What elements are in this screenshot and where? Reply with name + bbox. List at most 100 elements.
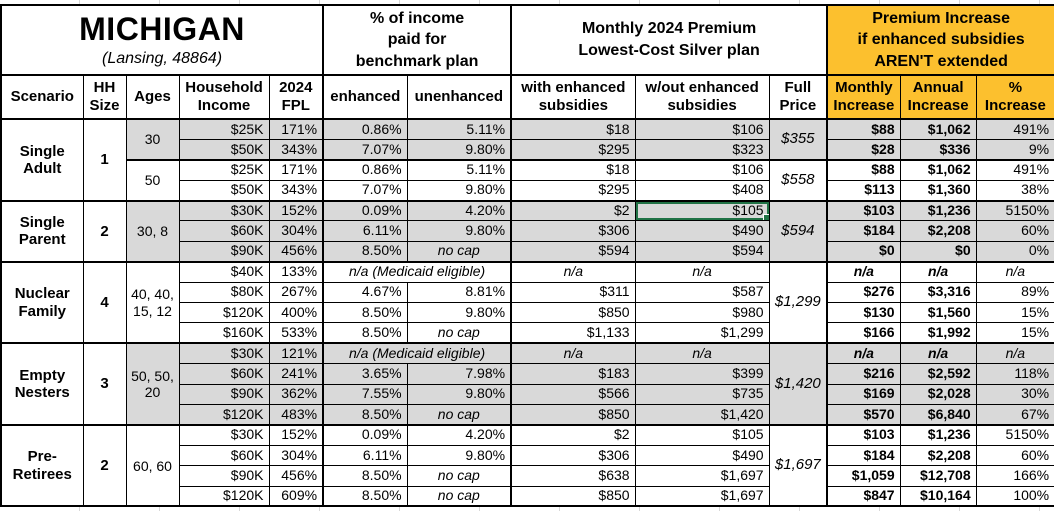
header-monthly-increase[interactable]: Monthly Increase: [826, 74, 901, 120]
cell-fpl[interactable]: 343%: [268, 138, 324, 161]
cell-pct-increase[interactable]: n/a: [975, 260, 1054, 283]
cell-unenhanced[interactable]: 9.80%: [406, 138, 512, 161]
cell-income[interactable]: $80K: [178, 281, 270, 304]
cell-scenario[interactable]: Single Parent: [0, 199, 84, 263]
header-scenario[interactable]: Scenario: [0, 74, 84, 120]
cell-fpl[interactable]: 343%: [268, 179, 324, 202]
cell-enhanced[interactable]: 7.07%: [322, 138, 408, 161]
cell-annual-increase[interactable]: $1,236: [899, 199, 977, 222]
cell-without-subsidies[interactable]: $490: [634, 220, 770, 242]
cell-with-subsidies[interactable]: n/a: [510, 260, 636, 283]
cell-monthly-increase[interactable]: n/a: [826, 342, 901, 365]
cell-income[interactable]: $60K: [178, 363, 270, 385]
cell-annual-increase[interactable]: $1,236: [899, 423, 977, 446]
cell-fpl[interactable]: 171%: [268, 158, 324, 181]
cell-pct-increase[interactable]: 5150%: [975, 423, 1054, 446]
cell-with-subsidies[interactable]: $850: [510, 403, 636, 426]
cell-without-subsidies[interactable]: $1,299: [634, 322, 770, 344]
cell-monthly-increase[interactable]: $103: [826, 423, 901, 446]
cell-fpl[interactable]: 456%: [268, 465, 324, 487]
cell-without-subsidies[interactable]: $1,420: [634, 403, 770, 426]
cell-annual-increase[interactable]: $1,360: [899, 179, 977, 202]
cell-unenhanced[interactable]: 9.80%: [406, 383, 512, 405]
cell-medicaid-na[interactable]: n/a (Medicaid eligible): [322, 342, 512, 365]
cell-fpl[interactable]: 133%: [268, 260, 324, 283]
cell-annual-increase[interactable]: $2,208: [899, 220, 977, 242]
header-ages[interactable]: Ages: [125, 74, 180, 120]
cell-enhanced[interactable]: 8.50%: [322, 302, 408, 324]
cell-income[interactable]: $120K: [178, 302, 270, 324]
cell-annual-increase[interactable]: $12,708: [899, 465, 977, 487]
cell-with-subsidies[interactable]: $850: [510, 302, 636, 324]
cell-fpl[interactable]: 152%: [268, 423, 324, 446]
cell-medicaid-na[interactable]: n/a (Medicaid eligible): [322, 260, 512, 283]
cell-with-subsidies[interactable]: $295: [510, 138, 636, 161]
cell-monthly-increase[interactable]: $166: [826, 322, 901, 344]
cell-with-subsidies[interactable]: $566: [510, 383, 636, 405]
cell-monthly-increase[interactable]: n/a: [826, 260, 901, 283]
cell-income[interactable]: $40K: [178, 260, 270, 283]
cell-income[interactable]: $90K: [178, 240, 270, 263]
cell-pct-increase[interactable]: 118%: [975, 363, 1054, 385]
cell-monthly-increase[interactable]: $847: [826, 485, 901, 507]
cell-annual-increase[interactable]: $2,208: [899, 444, 977, 467]
cell-annual-increase[interactable]: $0: [899, 240, 977, 263]
cell-with-subsidies[interactable]: $306: [510, 220, 636, 242]
cell-income[interactable]: $160K: [178, 322, 270, 344]
cell-pct-increase[interactable]: 166%: [975, 465, 1054, 487]
cell-income[interactable]: $30K: [178, 199, 270, 222]
cell-without-subsidies[interactable]: $408: [634, 179, 770, 202]
cell-fpl[interactable]: 362%: [268, 383, 324, 405]
cell-without-subsidies[interactable]: $399: [634, 363, 770, 385]
cell-pct-increase[interactable]: 60%: [975, 444, 1054, 467]
section-premium[interactable]: Monthly 2024 Premium Lowest-Cost Silver …: [510, 4, 828, 76]
cell-pct-increase[interactable]: 60%: [975, 220, 1054, 242]
cell-with-subsidies[interactable]: $1,133: [510, 322, 636, 344]
cell-without-subsidies[interactable]: $490: [634, 444, 770, 467]
cell-unenhanced[interactable]: 4.20%: [406, 199, 512, 222]
cell-pct-increase[interactable]: 0%: [975, 240, 1054, 263]
cell-full-price[interactable]: $1,420: [768, 342, 828, 426]
cell-without-subsidies[interactable]: n/a: [634, 342, 770, 365]
cell-monthly-increase[interactable]: $130: [826, 302, 901, 324]
cell-without-subsidies[interactable]: $106: [634, 158, 770, 181]
cell-unenhanced[interactable]: no cap: [406, 322, 512, 344]
cell-with-subsidies[interactable]: $2: [510, 423, 636, 446]
cell-enhanced[interactable]: 0.86%: [322, 118, 408, 140]
cell-full-price[interactable]: $558: [768, 158, 828, 202]
cell-annual-increase[interactable]: $1,560: [899, 302, 977, 324]
cell-annual-increase[interactable]: $1,062: [899, 158, 977, 181]
cell-enhanced[interactable]: 8.50%: [322, 485, 408, 507]
cell-fpl[interactable]: 609%: [268, 485, 324, 507]
header-hh-size[interactable]: HH Size: [82, 74, 127, 120]
cell-full-price[interactable]: $594: [768, 199, 828, 263]
cell-pct-increase[interactable]: 30%: [975, 383, 1054, 405]
cell-annual-increase[interactable]: $1,992: [899, 322, 977, 344]
cell-fpl[interactable]: 304%: [268, 220, 324, 242]
cell-pct-increase[interactable]: 15%: [975, 302, 1054, 324]
cell-enhanced[interactable]: 8.50%: [322, 240, 408, 263]
cell-monthly-increase[interactable]: $184: [826, 444, 901, 467]
cell-scenario[interactable]: Nuclear Family: [0, 260, 84, 344]
cell-without-subsidies[interactable]: n/a: [634, 260, 770, 283]
cell-monthly-increase[interactable]: $113: [826, 179, 901, 202]
cell-ages[interactable]: 30, 8: [125, 199, 180, 263]
cell-enhanced[interactable]: 3.65%: [322, 363, 408, 385]
cell-unenhanced[interactable]: 7.98%: [406, 363, 512, 385]
cell-ages[interactable]: 50, 50, 20: [125, 342, 180, 426]
cell-enhanced[interactable]: 8.50%: [322, 322, 408, 344]
cell-with-subsidies[interactable]: $183: [510, 363, 636, 385]
cell-annual-increase[interactable]: $2,028: [899, 383, 977, 405]
cell-fpl[interactable]: 304%: [268, 444, 324, 467]
cell-scenario[interactable]: Pre-Retirees: [0, 423, 84, 507]
cell-unenhanced[interactable]: 9.80%: [406, 179, 512, 202]
cell-hh-size[interactable]: 4: [82, 260, 127, 344]
cell-pct-increase[interactable]: 9%: [975, 138, 1054, 161]
cell-monthly-increase[interactable]: $570: [826, 403, 901, 426]
cell-monthly-increase[interactable]: $1,059: [826, 465, 901, 487]
cell-enhanced[interactable]: 8.50%: [322, 403, 408, 426]
header-without-subsidies[interactable]: w/out enhanced subsidies: [634, 74, 770, 120]
cell-without-subsidies[interactable]: $587: [634, 281, 770, 304]
cell-ages[interactable]: 50: [125, 158, 180, 202]
cell-annual-increase[interactable]: $6,840: [899, 403, 977, 426]
